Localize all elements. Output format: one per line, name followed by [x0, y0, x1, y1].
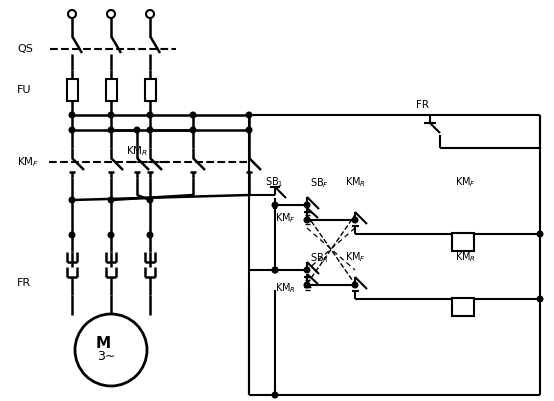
Circle shape [147, 112, 153, 118]
Bar [66, 79, 78, 101]
Text: KM$_R$: KM$_R$ [126, 144, 148, 158]
Circle shape [272, 202, 278, 208]
Circle shape [147, 127, 153, 133]
Circle shape [190, 112, 196, 118]
Text: SB$_F$: SB$_F$ [310, 176, 329, 190]
Circle shape [190, 127, 196, 133]
Circle shape [147, 232, 153, 238]
Circle shape [108, 112, 114, 118]
Circle shape [246, 112, 252, 118]
Text: KM$_R$: KM$_R$ [345, 175, 366, 189]
Text: SB$_1$: SB$_1$ [265, 175, 284, 189]
Circle shape [108, 127, 114, 133]
Circle shape [304, 217, 310, 223]
Bar [452, 298, 474, 316]
Circle shape [246, 127, 252, 133]
Text: SB$_R$: SB$_R$ [310, 251, 329, 265]
Text: FR: FR [17, 278, 31, 288]
Circle shape [69, 127, 75, 133]
Circle shape [146, 10, 154, 18]
Text: KM$_F$: KM$_F$ [345, 250, 366, 264]
Circle shape [108, 197, 114, 203]
Circle shape [107, 10, 115, 18]
Circle shape [304, 267, 310, 273]
Circle shape [75, 314, 147, 386]
Text: KM$_R$: KM$_R$ [275, 281, 296, 295]
Bar [145, 79, 156, 101]
Circle shape [147, 197, 153, 203]
Text: QS: QS [17, 44, 33, 54]
Text: 3~: 3~ [97, 350, 115, 363]
Text: FU: FU [17, 85, 32, 95]
Circle shape [537, 231, 543, 237]
Text: KM$_R$: KM$_R$ [455, 250, 476, 264]
Circle shape [272, 267, 278, 273]
Bar [105, 79, 116, 101]
Text: FR: FR [416, 100, 429, 110]
Text: KM$_F$: KM$_F$ [17, 155, 39, 169]
Bar [452, 233, 474, 251]
Text: M: M [96, 336, 111, 352]
Circle shape [304, 282, 310, 288]
Circle shape [352, 217, 358, 223]
Circle shape [69, 112, 75, 118]
Circle shape [304, 202, 310, 208]
Circle shape [537, 296, 543, 302]
Circle shape [68, 10, 76, 18]
Circle shape [272, 267, 278, 273]
Circle shape [352, 282, 358, 288]
Text: KM$_F$: KM$_F$ [455, 175, 476, 189]
Circle shape [272, 392, 278, 398]
Circle shape [134, 127, 140, 133]
Circle shape [69, 232, 75, 238]
Circle shape [69, 197, 75, 203]
Circle shape [108, 232, 114, 238]
Text: KM$_F$: KM$_F$ [275, 211, 296, 225]
